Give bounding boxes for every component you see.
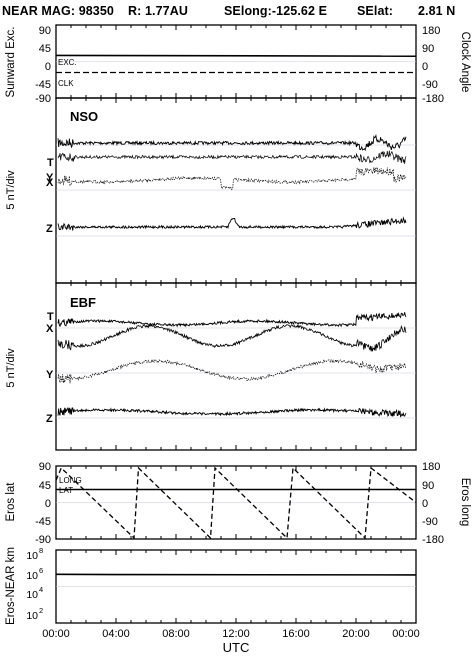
tick-label-km-1e8-exp: 8 bbox=[39, 546, 43, 555]
nso-label-x: X bbox=[46, 177, 54, 189]
panel-eros-lat: 90 45 0 -45 -90 180 90 0 -90 -180 Eros l… bbox=[5, 461, 471, 546]
tick-label-km-1e8-base: 10 bbox=[26, 550, 38, 562]
tick-label-km-1e2: 10 2 bbox=[26, 606, 43, 622]
x-tick-label-1200: 12:00 bbox=[222, 628, 250, 640]
tick-label-eroslat-m90: -90 bbox=[35, 534, 51, 546]
sun-earth-longitude: SElong:-125.62 E bbox=[224, 4, 328, 18]
tick-label-sunward-m45: -45 bbox=[35, 79, 51, 91]
tick-label-clock-m90: -90 bbox=[422, 79, 438, 91]
nso-trace-x bbox=[57, 150, 407, 164]
series-long-line bbox=[55, 466, 417, 540]
heliocentric-radius: R: 1.77AU bbox=[128, 4, 188, 18]
tick-label-km-1e6: 10 6 bbox=[26, 566, 43, 582]
tick-label-eroslong-90: 90 bbox=[422, 480, 434, 492]
tick-label-km-1e6-exp: 6 bbox=[39, 566, 43, 575]
ebf-label-z: Z bbox=[46, 413, 53, 425]
nso-label-y: Y bbox=[46, 172, 54, 184]
axis-label-nso: 5 nT/div bbox=[5, 170, 17, 210]
x-tick-label-2000: 20:00 bbox=[342, 628, 370, 640]
ebf-label-x: X bbox=[46, 323, 54, 335]
tick-label-km-1e6-base: 10 bbox=[26, 570, 38, 582]
nso-trace-z bbox=[57, 216, 407, 231]
panel-nso-frame bbox=[55, 97, 417, 284]
panel-nso: NSO 5 nT/div T X Y Z bbox=[5, 97, 417, 284]
tick-label-km-1e2-base: 10 bbox=[26, 610, 38, 622]
tick-label-clock-180: 180 bbox=[422, 25, 440, 37]
tick-label-eroslat-45: 45 bbox=[39, 480, 51, 492]
tick-label-km-1e4-base: 10 bbox=[26, 589, 38, 601]
sun-earth-latitude-value: 2.81 N bbox=[418, 4, 456, 18]
panel-eros-near-km: 10 8 10 6 10 4 10 2 Eros-NEAR km bbox=[5, 546, 417, 625]
panel-ebf: EBF 5 nT/div T X Y Z bbox=[5, 282, 417, 451]
x-tick-label-0000: 00:00 bbox=[42, 628, 70, 640]
ebf-trace-t bbox=[57, 311, 407, 328]
nso-trace-y bbox=[57, 167, 407, 191]
tick-label-eroslat-0: 0 bbox=[45, 498, 51, 510]
tick-label-km-1e4-exp: 4 bbox=[39, 585, 43, 594]
nso-trace-t bbox=[57, 134, 407, 152]
sun-earth-latitude-label: SElat: bbox=[357, 4, 394, 18]
ebf-trace-z bbox=[57, 407, 407, 418]
ebf-label-t: T bbox=[47, 311, 54, 323]
x-tick-label-1600: 16:00 bbox=[282, 628, 310, 640]
ebf-trace-x bbox=[57, 323, 407, 352]
tick-label-eroslat-m45: -45 bbox=[35, 516, 51, 528]
axis-label-sunward-exc: Sunward Exc. bbox=[5, 27, 17, 98]
tick-label-clock-m180: -180 bbox=[422, 93, 444, 105]
axis-label-eros-lat: Eros lat bbox=[5, 482, 17, 522]
x-axis-label: UTC bbox=[223, 640, 250, 655]
tick-label-eroslong-0: 0 bbox=[422, 498, 428, 510]
tick-label-sunward-45: 45 bbox=[39, 43, 51, 55]
x-axis-utc: 00:00 04:00 08:00 12:00 16:00 20:00 00:0… bbox=[42, 628, 420, 655]
series-distance-line bbox=[55, 573, 417, 576]
tick-label-eroslong-m180: -180 bbox=[422, 534, 444, 546]
axis-label-eros-long: Eros long bbox=[459, 478, 471, 527]
tick-label-km-1e8: 10 8 bbox=[26, 546, 43, 562]
x-tick-label-0800: 08:00 bbox=[162, 628, 190, 640]
tick-label-clock-0: 0 bbox=[422, 61, 428, 73]
tick-label-km-1e4: 10 4 bbox=[26, 585, 43, 601]
panel-sunward-exc: 90 45 0 -45 -90 180 90 0 -90 -180 Sunwar… bbox=[5, 24, 471, 105]
x-tick-label-0400: 04:00 bbox=[102, 628, 130, 640]
tick-label-km-1e2-exp: 2 bbox=[39, 606, 43, 615]
mission-day: NEAR MAG: 98350 bbox=[2, 4, 114, 18]
nso-label-t: T bbox=[47, 157, 54, 169]
axis-label-eros-near-km: Eros-NEAR km bbox=[5, 547, 17, 625]
series-exc-line bbox=[55, 54, 417, 57]
tick-label-sunward-m90: -90 bbox=[35, 93, 51, 105]
annotation-lat: LAT bbox=[59, 486, 73, 495]
annotation-clk: CLK bbox=[58, 79, 74, 88]
tick-label-sunward-90: 90 bbox=[39, 25, 51, 37]
ebf-trace-y bbox=[57, 358, 407, 384]
tick-label-clock-90: 90 bbox=[422, 43, 434, 55]
annotation-exc: EXC. bbox=[58, 58, 77, 67]
tick-label-eroslong-m90: -90 bbox=[422, 516, 438, 528]
axis-label-clock-angle: Clock Angle bbox=[459, 32, 471, 93]
annotation-long: LONG bbox=[59, 476, 82, 485]
plot-header: NEAR MAG: 98350 R: 1.77AU SElong:-125.62… bbox=[0, 4, 474, 88]
axis-tick-marks bbox=[55, 25, 417, 623]
tick-label-eroslat-90: 90 bbox=[39, 461, 51, 473]
tick-label-sunward-0: 0 bbox=[45, 61, 51, 73]
ebf-label-y: Y bbox=[46, 369, 54, 381]
nso-label-z: Z bbox=[46, 223, 53, 235]
tick-label-eroslong-180: 180 bbox=[422, 461, 440, 473]
panel-nso-title: NSO bbox=[70, 109, 98, 124]
panel-ebf-title: EBF bbox=[70, 295, 96, 310]
x-tick-label-0000-end: 00:00 bbox=[392, 628, 420, 640]
axis-label-ebf: 5 nT/div bbox=[5, 348, 17, 388]
